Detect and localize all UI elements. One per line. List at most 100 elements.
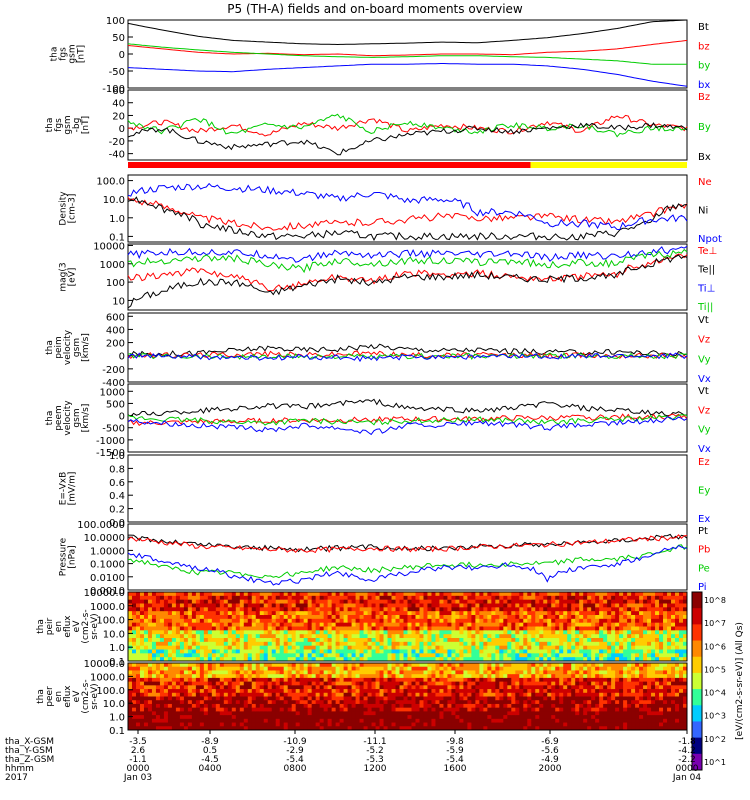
spectrogram-cell — [211, 618, 217, 624]
spectrogram-cell — [675, 630, 680, 635]
spectrogram-cell — [419, 711, 424, 716]
spectrogram-cell — [311, 634, 317, 639]
spectrogram-cell — [599, 649, 604, 654]
spectrogram-cell — [207, 592, 213, 597]
spectrogram-cell — [283, 653, 289, 658]
spectrogram-cell — [619, 603, 624, 608]
spectrogram-cell — [275, 641, 281, 647]
spectrogram-cell — [251, 692, 257, 697]
spectrogram-cell — [439, 618, 444, 624]
spectrogram-cell — [343, 666, 349, 671]
spectrogram-cell — [483, 715, 488, 720]
spectrogram-cell — [627, 641, 632, 647]
spectrogram-cell — [455, 641, 460, 647]
spectrogram-cell — [423, 703, 428, 709]
spectrogram-cell — [479, 700, 484, 705]
spectrogram-cell — [567, 677, 572, 683]
spectrogram-cell — [519, 722, 524, 727]
spectrogram-cell — [403, 711, 408, 716]
spectrogram-cell — [291, 630, 297, 635]
spectrogram-cell — [211, 649, 217, 654]
spectrogram-cell — [331, 607, 337, 612]
spectrogram-cell — [195, 696, 201, 701]
spectrogram-cell — [443, 696, 448, 701]
spectrogram-cell — [239, 592, 245, 597]
spectrogram-cell — [471, 622, 476, 627]
spectrogram-cell — [627, 611, 632, 616]
spectrogram-cell — [427, 663, 432, 668]
spectrogram-cell — [427, 689, 432, 694]
spectrogram-cell — [487, 622, 492, 627]
spectrogram-cell — [347, 595, 353, 601]
spectrogram-cell — [427, 645, 432, 650]
spectrogram-cell — [483, 692, 488, 697]
spectrogram-cell — [671, 641, 676, 647]
spectrogram-cell — [395, 700, 401, 705]
spectrogram-cell — [371, 696, 377, 701]
spectrogram-cell — [295, 595, 301, 601]
spectrogram-cell — [383, 726, 389, 731]
spectrogram-cell — [599, 685, 604, 690]
spectrogram-cell — [223, 618, 229, 624]
spectrogram-cell — [627, 599, 632, 604]
spectrogram-cell — [447, 674, 452, 679]
spectrogram-cell — [467, 711, 472, 716]
spectrogram-cell — [671, 599, 676, 604]
spectrogram-cell — [527, 722, 532, 727]
spectrogram-cell — [379, 626, 385, 631]
spectrogram-cell — [407, 707, 412, 712]
spectrogram-cell — [563, 595, 568, 601]
spectrogram-cell — [671, 622, 676, 627]
spectrogram-cell — [515, 615, 520, 620]
spectrogram-cell — [347, 681, 353, 686]
spectrogram-cell — [479, 666, 484, 671]
spectrogram-cell — [387, 677, 393, 683]
spectrogram-cell — [419, 663, 424, 668]
spectrogram-cell — [219, 615, 225, 620]
spectrogram-cell — [475, 715, 480, 720]
spectrogram-cell — [163, 611, 169, 616]
spectrogram-cell — [159, 685, 165, 690]
spectrogram-cell — [495, 599, 500, 604]
spectrogram-cell — [343, 726, 349, 731]
spectrogram-cell — [315, 677, 321, 683]
spectrogram-cell — [215, 641, 221, 647]
spectrogram-cell — [571, 622, 576, 627]
spectrogram-cell — [175, 653, 181, 658]
spectrogram-cell — [571, 611, 576, 616]
spectrogram-cell — [451, 595, 456, 601]
spectrogram-cell — [583, 685, 588, 690]
spectrogram-cell — [567, 692, 572, 697]
spectrogram-cell — [371, 681, 377, 686]
spectrogram-cell — [223, 677, 229, 683]
spectrogram-cell — [235, 718, 241, 724]
spectrogram-cell — [403, 718, 408, 724]
y-tick-label: -400 — [102, 378, 125, 389]
spectrogram-cell — [303, 711, 309, 716]
spectrogram-cell — [203, 681, 209, 686]
spectrogram-cell — [487, 653, 492, 658]
spectrogram-cell — [431, 696, 436, 701]
spectrogram-cell — [467, 685, 472, 690]
spectrogram-cell — [335, 595, 341, 601]
spectrogram-cell — [679, 603, 684, 608]
spectrogram-cell — [247, 607, 253, 612]
spectrogram-cell — [263, 630, 269, 635]
spectrogram-cell — [215, 622, 221, 627]
spectrogram-cell — [203, 622, 209, 627]
spectrogram-cell — [319, 670, 325, 675]
spectrogram-cell — [363, 615, 369, 620]
spectrogram-cell — [523, 677, 528, 683]
spectrogram-cell — [611, 618, 616, 624]
spectrogram-cell — [131, 626, 137, 631]
spectrogram-cell — [211, 711, 217, 716]
spectrogram-cell — [603, 641, 608, 647]
spectrogram-cell — [631, 645, 636, 650]
spectrogram-cell — [355, 595, 361, 601]
spectrogram-cell — [215, 595, 221, 601]
spectrogram-cell — [599, 703, 604, 709]
spectrogram-cell — [559, 703, 564, 709]
spectrogram-cell — [339, 638, 345, 643]
spectrogram-cell — [343, 663, 349, 668]
spectrogram-cell — [199, 692, 205, 697]
